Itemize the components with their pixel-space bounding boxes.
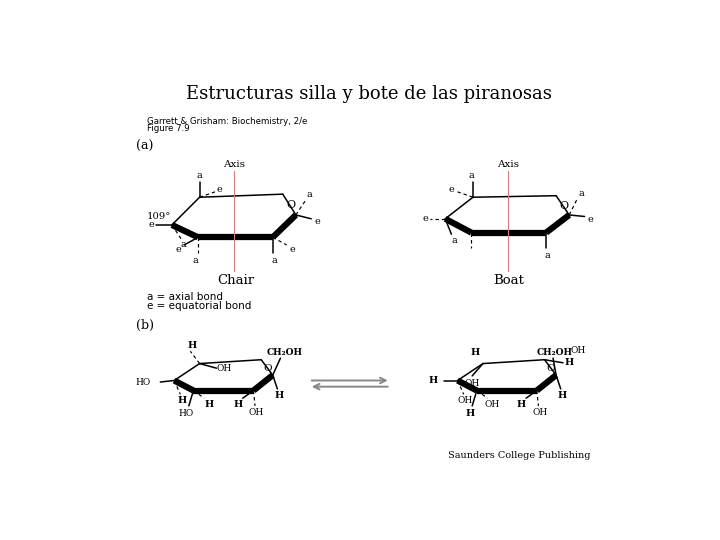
Text: H: H <box>204 400 213 409</box>
Text: H: H <box>187 341 197 349</box>
Text: a: a <box>193 256 199 265</box>
Text: e: e <box>175 245 181 254</box>
Text: H: H <box>177 396 186 405</box>
Text: (b): (b) <box>135 319 153 332</box>
Text: H: H <box>471 348 480 357</box>
Text: H: H <box>274 390 284 400</box>
Text: e: e <box>315 217 320 226</box>
Text: 109°: 109° <box>147 212 171 221</box>
Text: H: H <box>517 400 526 409</box>
Text: O: O <box>546 364 555 374</box>
Text: OH: OH <box>464 379 480 388</box>
Text: OH: OH <box>532 408 548 416</box>
Text: OH: OH <box>571 346 586 355</box>
Text: Axis: Axis <box>223 160 246 170</box>
Text: a: a <box>271 256 277 265</box>
Text: O: O <box>263 364 271 374</box>
Text: H: H <box>558 390 567 400</box>
Text: HO: HO <box>136 377 151 387</box>
Text: OH: OH <box>217 363 232 373</box>
Text: Boat: Boat <box>494 274 525 287</box>
Text: Estructuras silla y bote de las piranosas: Estructuras silla y bote de las piranosa… <box>186 85 552 103</box>
Text: Garrett & Grisham: Biochemistry, 2/e: Garrett & Grisham: Biochemistry, 2/e <box>148 117 307 125</box>
Text: O: O <box>559 201 568 212</box>
Text: a: a <box>579 189 585 198</box>
Text: OH: OH <box>249 408 264 416</box>
Text: a: a <box>307 191 312 199</box>
Text: a: a <box>197 171 202 180</box>
Text: e: e <box>289 245 295 254</box>
Text: e: e <box>588 215 593 224</box>
Text: a: a <box>451 236 457 245</box>
Text: e: e <box>217 185 222 194</box>
Text: Axis: Axis <box>497 160 518 170</box>
Text: (a): (a) <box>135 140 153 153</box>
Text: CH₂OH: CH₂OH <box>267 348 303 356</box>
Text: OH: OH <box>458 396 473 405</box>
Text: O: O <box>286 200 295 210</box>
Text: HO: HO <box>178 409 194 418</box>
Text: e = equatorial bond: e = equatorial bond <box>148 301 251 311</box>
Text: H: H <box>564 359 574 367</box>
Text: e: e <box>449 185 454 194</box>
Text: Saunders College Publishing: Saunders College Publishing <box>449 451 590 460</box>
Text: Chair: Chair <box>217 274 254 287</box>
Text: H: H <box>466 409 475 418</box>
Text: Figure 7.9: Figure 7.9 <box>148 124 190 133</box>
Text: e: e <box>149 220 155 230</box>
Text: H: H <box>428 376 438 385</box>
Text: e: e <box>423 214 428 224</box>
Text: a: a <box>545 251 551 260</box>
Text: H: H <box>233 400 243 409</box>
Text: CH₂OH: CH₂OH <box>536 348 572 356</box>
Text: OH: OH <box>485 400 500 409</box>
Text: a: a <box>181 240 186 249</box>
Text: a: a <box>469 171 474 180</box>
Text: a = axial bond: a = axial bond <box>148 292 223 302</box>
